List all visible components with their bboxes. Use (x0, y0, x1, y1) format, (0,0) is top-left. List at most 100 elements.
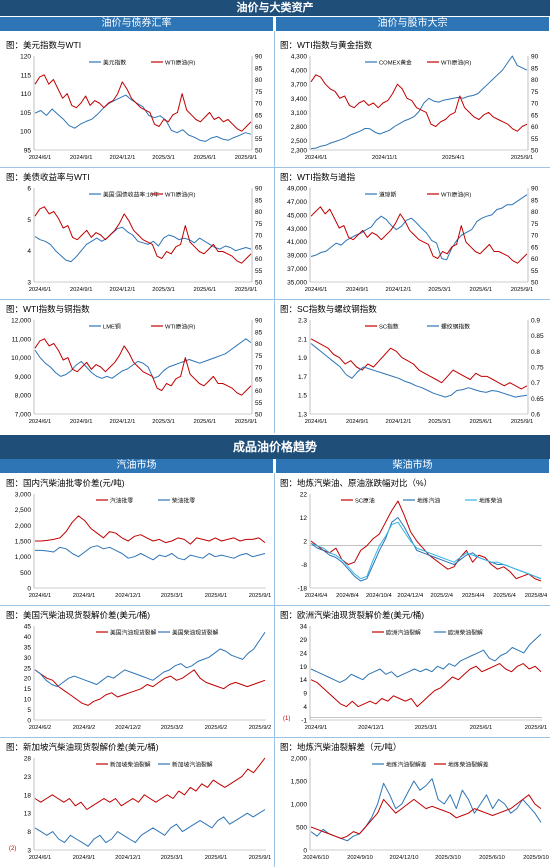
y-tick-label-left: 47,000 (287, 199, 307, 206)
x-tick-label: 2024/6/1 (29, 155, 52, 161)
y-tick-label-left: 9 (303, 691, 307, 698)
y-tick-label-left: 1.3 (298, 412, 307, 419)
y-tick-label-left: 10,000 (11, 355, 31, 362)
chart-yield-wti: 3 4 5 6 50 55 60 65 70 75 80 85 90 2024/6/1 2024/9/1 20… (27, 186, 263, 294)
footnote-2: (2) (9, 846, 17, 852)
y-tick-label-left: 15 (24, 686, 32, 693)
y-tick-label-right: 85 (255, 329, 263, 336)
divider-row4 (0, 737, 550, 738)
y-tick-label-left: 34 (300, 624, 308, 631)
y-tick-label-right: 65 (255, 376, 263, 383)
y-tick-label-right: 0.85 (531, 333, 544, 340)
x-tick-label: 2025/6/4 (493, 593, 516, 599)
divider-vertical-bottom (274, 473, 275, 867)
y-tick-label-right: 90 (531, 186, 539, 193)
y-tick-label-right: 90 (255, 318, 263, 325)
y-tick-label-left: 12 (300, 515, 308, 522)
x-tick-label: 2025/6/2 (205, 725, 228, 731)
x-tick-label: 2024/6/1 (305, 287, 328, 293)
y-tick-label-left: 23 (24, 774, 32, 781)
y-tick-label-left: 24 (300, 650, 308, 657)
y-tick-label-left: -18 (298, 586, 308, 593)
legend-label: COMEX黄金 (379, 58, 412, 66)
x-tick-label: 2024/6/1 (305, 419, 328, 425)
footnote-1: (1) (283, 716, 291, 722)
legend-label: 地炼柴油裂解差 (448, 760, 489, 768)
x-tick-label: 2024/6/2 (29, 725, 52, 731)
x-tick-label: 2024/11/1 (372, 155, 397, 161)
chart-title: 图：地炼汽柴油裂解差（元/吨） (280, 742, 402, 752)
y-tick-label-left: 4,300 (291, 54, 308, 61)
x-tick-label: 2025/9/2 (249, 725, 272, 731)
chart-title: 图：欧洲汽柴油现货裂解价差(美元/桶) (280, 610, 425, 620)
series-line (34, 338, 252, 379)
x-tick-label: 2024/10/4 (366, 593, 393, 599)
x-tick-label: 2025/3/1 (428, 419, 451, 425)
bottom-left-header: 汽油市场 (0, 459, 273, 473)
chart-title: 图：美债收益率与WTI (6, 172, 90, 182)
chart-title: 图：美元指数与WTI (6, 40, 82, 50)
top-right-header: 油价与股市大宗 (276, 17, 549, 31)
x-tick-label: 2025/4/1 (442, 155, 465, 161)
chart-local-refinery-change: -18 -8 2 12 22 2024/6/4 2024/8/4 2024/10/4 2024/… (298, 492, 548, 600)
series-line (310, 778, 542, 842)
y-tick-label-left: 13 (24, 811, 32, 818)
y-tick-label-right: 75 (255, 221, 263, 228)
y-tick-label-right: 60 (255, 388, 263, 395)
y-tick-label-left: -1 (301, 718, 307, 725)
legend-label: 汽油批零 (110, 496, 133, 504)
legend-label: LME铜 (103, 322, 121, 330)
x-tick-label: 2024/9/2 (73, 725, 96, 731)
legend-label: WTI原油(R) (441, 58, 471, 66)
y-tick-label-left: 40 (24, 634, 32, 641)
chart-title: 图：新加坡汽柴油现货裂解价差(美元/桶) (6, 742, 159, 752)
y-tick-label-right: 75 (255, 353, 263, 360)
x-tick-label: 2025/3/1 (161, 593, 184, 599)
legend-label: WTI原油(R) (165, 190, 195, 198)
bottom-banner: 成品油价格趋势 (0, 435, 550, 459)
x-tick-label: 2025/9/1 (235, 419, 258, 425)
x-tick-label: 2024/9/1 (70, 419, 93, 425)
x-tick-label: 2025/3/1 (428, 287, 451, 293)
y-tick-label-left: 29 (300, 637, 308, 644)
series-line (310, 517, 542, 582)
y-tick-label-left: 20 (24, 676, 32, 683)
y-tick-label-right: 0.65 (531, 396, 544, 403)
y-tick-label-right: 0.8 (531, 349, 540, 356)
legend-label: 道琼斯 (379, 190, 397, 198)
y-tick-label-left: -8 (301, 562, 307, 569)
y-tick-label-left: 0 (27, 586, 31, 593)
x-tick-label: 2025/9/1 (249, 855, 272, 861)
y-tick-label-right: 65 (531, 244, 539, 251)
x-tick-label: 2025/3/1 (152, 419, 175, 425)
chart-sc-rebar: 1.3 1.5 1.7 1.9 2.1 2.3 0.6 0.65 0.7 0.75 0.8 0.85 0… (298, 318, 544, 426)
y-tick-label-left: 35 (24, 644, 32, 651)
y-tick-label-left: 28 (24, 756, 32, 763)
x-tick-label: 2024/6/1 (29, 419, 52, 425)
legend-label: WTI原油(R) (165, 58, 195, 66)
y-tick-label-left: 3,400 (291, 96, 308, 103)
y-tick-label-right: 80 (531, 77, 539, 84)
series-line (310, 206, 528, 264)
y-tick-label-left: 8,000 (15, 393, 32, 400)
series-line (34, 338, 252, 396)
y-tick-label-right: 75 (531, 221, 539, 228)
legend-label: 欧洲柴油裂解 (448, 628, 483, 636)
y-tick-label-left: 41,000 (287, 239, 307, 246)
y-tick-label-left: 39,000 (287, 253, 307, 260)
y-tick-label-left: 19 (300, 664, 308, 671)
x-tick-label: 2024/6/1 (29, 855, 52, 861)
x-tick-label: 2024/9/1 (346, 419, 369, 425)
chart-wti-gold: 2,300 2,500 2,800 3,100 3,400 3,700 4,000 4,300… (291, 54, 539, 162)
y-tick-label-left: 45 (24, 624, 32, 631)
legend-label: 地炼柴油 (479, 496, 502, 504)
y-tick-label-left: 0 (303, 848, 307, 855)
y-tick-label-left: 0 (27, 718, 31, 725)
y-tick-label-right: 70 (255, 101, 263, 108)
y-tick-label-left: 105 (20, 110, 31, 117)
y-tick-label-left: 2.3 (298, 318, 307, 325)
x-tick-label: 2024/12/1 (386, 287, 412, 293)
chart-title: 图：WTI指数与道指 (280, 172, 356, 182)
x-tick-label: 2024/9/1 (70, 155, 93, 161)
x-tick-label: 2025/6/10 (479, 855, 505, 861)
